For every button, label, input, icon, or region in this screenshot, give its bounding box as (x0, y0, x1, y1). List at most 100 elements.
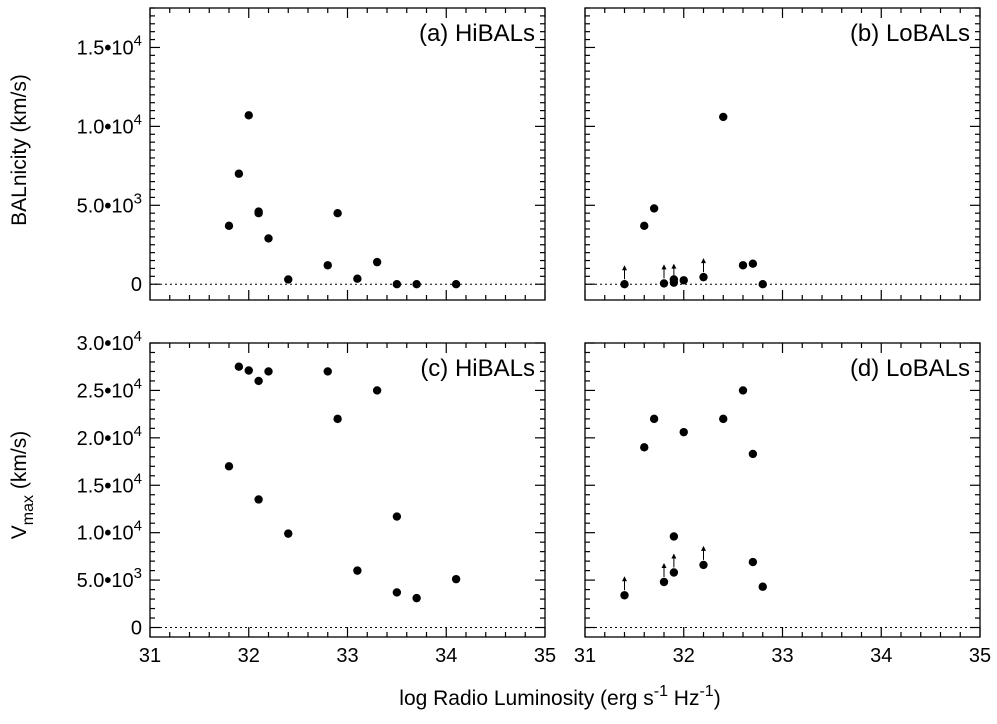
data-point (234, 362, 244, 371)
y-tick-label: 1.0•104 (77, 111, 142, 138)
y-tick-label: 3.0•104 (77, 328, 142, 355)
data-point (748, 557, 758, 567)
data-point (392, 512, 402, 521)
data-point (669, 275, 679, 284)
x-axis-label-hz: Hz (668, 687, 700, 710)
data-point (748, 259, 758, 268)
data-point (254, 376, 263, 386)
panel-b: (b) LoBALs (584, 7, 981, 301)
data-point (640, 443, 649, 452)
lower-limit-arrowhead (661, 562, 667, 568)
data-point (649, 204, 659, 213)
data-point (738, 261, 748, 270)
lower-limit-arrowhead (701, 258, 706, 264)
data-point (669, 532, 679, 541)
lower-limit-arrowhead (622, 576, 627, 582)
data-point (758, 280, 767, 289)
data-point (451, 574, 461, 584)
data-point (254, 207, 263, 216)
x-tick-label: 33 (336, 645, 358, 667)
panels-group: 0 5.0•103 1.0•104 1.5•104 (a) HiBALs (b) LoBA… (77, 7, 991, 667)
data-point (719, 112, 728, 122)
data-point-lower-limit (699, 272, 708, 282)
y-axis-label-symbol: V (8, 525, 31, 539)
data-point (412, 280, 421, 289)
x-tick-label: 34 (870, 645, 892, 667)
data-point (679, 276, 688, 285)
panel-frame (149, 342, 546, 638)
x-axis-label-exponent-1: -1 (654, 683, 668, 700)
panel-title: (d) LoBALs (850, 355, 970, 382)
x-tick-label: 35 (534, 645, 556, 667)
y-tick-label: 1.5•104 (77, 32, 142, 59)
x-axis-label-main: log Radio Luminosity (erg s (399, 687, 653, 710)
panel-title: (c) HiBALs (420, 355, 535, 382)
data-point-lower-limit (659, 577, 669, 587)
data-point (392, 588, 402, 597)
data-point (679, 427, 688, 437)
lower-limit-arrowhead (622, 265, 627, 271)
y-tick-label: 1.0•104 (77, 518, 142, 545)
data-point (353, 274, 362, 283)
top-row-y-axis-label: BALnicity (km/s) (8, 74, 31, 226)
lower-limit-arrowhead (671, 263, 677, 269)
y-axis-label-subscript: max (20, 495, 37, 525)
x-tick-label: 32 (673, 645, 695, 667)
data-point (649, 414, 659, 424)
panel-frame (584, 7, 981, 301)
data-point (234, 169, 244, 178)
x-axis-label-exponent-2: -1 (699, 683, 713, 700)
data-point (353, 566, 362, 575)
data-point-lower-limit (669, 568, 679, 577)
data-point (738, 386, 748, 395)
x-axis-label: log Radio Luminosity (erg s-1 Hz-1) (399, 683, 720, 710)
data-point (224, 221, 234, 231)
x-tick-label: 31 (574, 645, 596, 667)
bottom-row-y-axis-label: Vmax (km/s) (8, 431, 37, 539)
y-axis-label-unit: (km/s) (8, 431, 31, 495)
x-tick-label: 32 (238, 645, 260, 667)
y-tick-label: 2.0•104 (77, 423, 142, 450)
lower-limit-arrowhead (701, 545, 706, 551)
y-tick-label: 2.5•104 (77, 375, 142, 402)
x-tick-label: 31 (139, 645, 161, 667)
panel-frame (584, 342, 981, 638)
data-point (323, 367, 332, 376)
data-point (333, 208, 342, 218)
data-point (284, 529, 293, 538)
data-point (264, 367, 273, 376)
y-tick-label: 0 (131, 618, 142, 640)
data-point-lower-limit (659, 279, 669, 288)
x-tick-label: 34 (435, 645, 457, 667)
data-point (719, 414, 728, 424)
data-point (244, 111, 253, 120)
panel-c: 31 32 33 34 35 0 5.0•103 1.0•104 1.5•104 2.0•104 2… (77, 328, 557, 667)
panel-title: (b) LoBALs (850, 20, 970, 47)
y-tick-label: 1.5•104 (77, 470, 142, 497)
data-point (748, 449, 758, 459)
data-point (264, 234, 273, 243)
data-point (372, 257, 382, 267)
data-point-lower-limit (699, 560, 708, 570)
data-point (640, 221, 649, 231)
data-point (758, 582, 767, 591)
data-point (451, 280, 461, 289)
x-axis-label-close-paren: ) (714, 687, 721, 710)
panel-title: (a) HiBALs (419, 20, 535, 47)
x-tick-label: 35 (969, 645, 991, 667)
y-tick-label: 5.0•103 (77, 565, 142, 592)
x-tick-label: 33 (771, 645, 793, 667)
data-point (412, 593, 421, 603)
y-tick-label: 5.0•103 (77, 190, 142, 217)
data-point (224, 462, 234, 471)
data-point (254, 495, 263, 504)
data-point (323, 261, 332, 270)
lower-limit-arrowhead (661, 264, 667, 270)
data-point (284, 275, 293, 284)
data-point (333, 414, 342, 424)
data-point (392, 280, 402, 289)
panel-frame (149, 7, 546, 301)
y-tick-label: 0 (131, 274, 142, 296)
